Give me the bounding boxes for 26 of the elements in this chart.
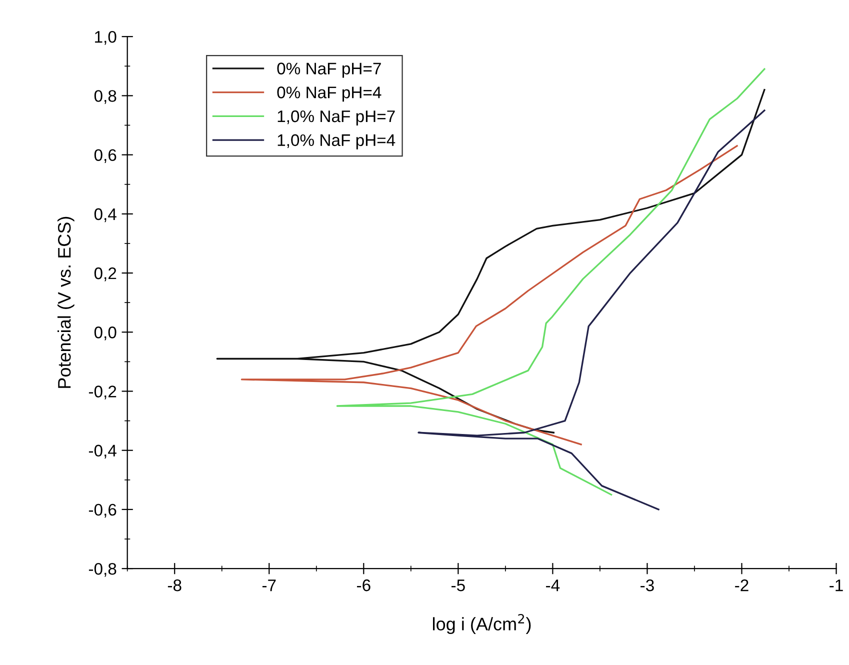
y-axis-title: Potencial (V vs. ECS) bbox=[57, 216, 74, 388]
x-tick-label: -7 bbox=[262, 580, 276, 592]
legend-label: 0% NaF pH=7 bbox=[277, 62, 381, 78]
legend-label: 0% NaF pH=4 bbox=[277, 86, 382, 102]
y-tick-label: 0,2 bbox=[94, 267, 116, 282]
y-tick-label: 0,4 bbox=[94, 208, 116, 222]
x-tick-label: -5 bbox=[452, 580, 465, 592]
y-tick-label: 0,8 bbox=[94, 90, 116, 104]
y-tick-label: 0,6 bbox=[94, 149, 116, 163]
line-series bbox=[418, 110, 766, 510]
y-tick-label: 0,0 bbox=[94, 326, 116, 340]
legend-label: 1,0% NaF pH=7 bbox=[278, 110, 395, 126]
line-series bbox=[216, 88, 766, 434]
x-axis-title: log i (A/cm$^{2}$) bbox=[433, 614, 531, 634]
x-tick-label: -3 bbox=[640, 579, 654, 592]
legend-label: 1,0% NaF pH=4 bbox=[278, 134, 396, 150]
x-tick-label: -6 bbox=[356, 579, 370, 592]
y-tick-label: -0,2 bbox=[88, 386, 116, 400]
y-tick-label: -0,6 bbox=[88, 504, 116, 518]
y-tick-label: 1,0 bbox=[95, 30, 116, 45]
y-tick-label: -0,8 bbox=[88, 562, 116, 577]
x-tick-label: -2 bbox=[735, 579, 748, 592]
x-tick-label: -4 bbox=[546, 580, 560, 592]
y-tick-label: -0,4 bbox=[88, 444, 116, 459]
x-tick-label: -1 bbox=[830, 580, 843, 592]
x-tick-label: -8 bbox=[168, 579, 182, 592]
